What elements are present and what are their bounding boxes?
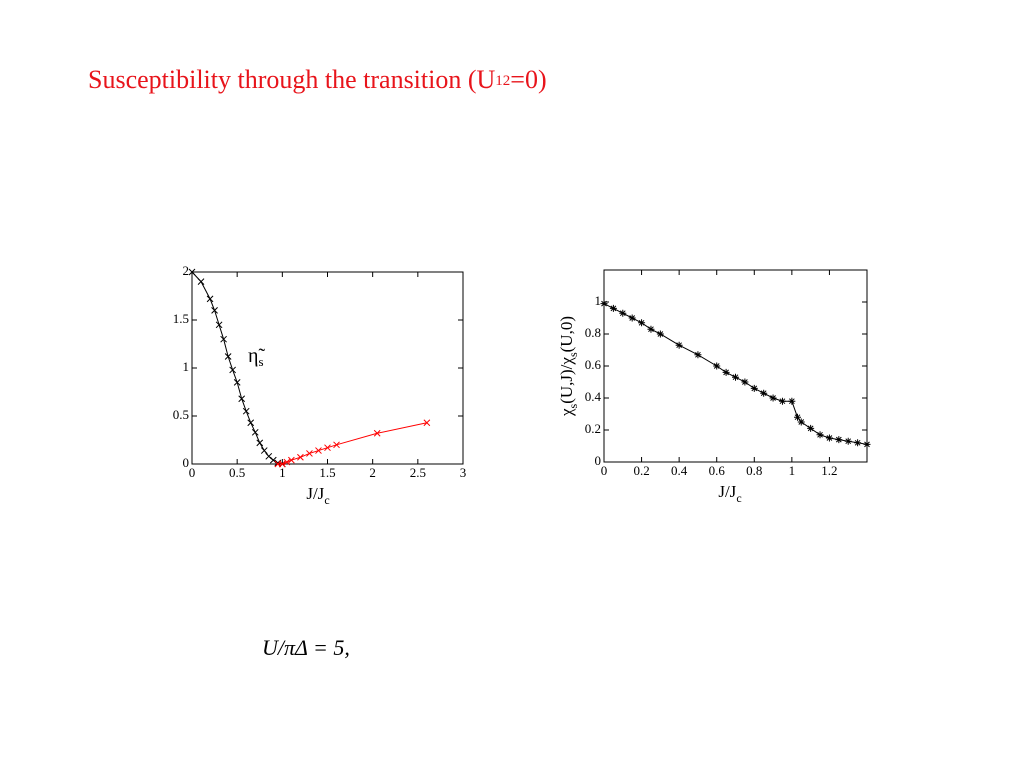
marker — [600, 300, 608, 308]
marker — [251, 428, 259, 436]
title-suffix: =0) — [510, 65, 546, 94]
y-tick-label: 2 — [183, 263, 190, 278]
marker — [694, 351, 702, 359]
marker — [211, 307, 218, 314]
marker — [278, 460, 286, 468]
marker — [807, 424, 815, 432]
slide-title: Susceptibility through the transition (U… — [88, 65, 547, 94]
annotation-subscript: s — [258, 354, 263, 369]
marker — [609, 304, 617, 312]
marker — [224, 353, 232, 360]
marker — [797, 418, 805, 426]
marker — [233, 379, 241, 386]
x-tick-label: 3 — [460, 465, 467, 480]
marker — [333, 441, 340, 449]
marker — [741, 378, 749, 386]
marker — [229, 366, 237, 374]
marker — [297, 453, 304, 461]
marker — [732, 373, 739, 381]
marker — [247, 419, 255, 427]
y-tick-label: 0 — [183, 455, 190, 470]
marker — [197, 278, 205, 285]
x-label-subscript: c — [324, 493, 329, 507]
y-tick-label: 1 — [595, 293, 602, 308]
marker — [306, 450, 313, 457]
marker — [844, 437, 852, 445]
y-label-subscript: s — [566, 352, 580, 357]
marker — [324, 444, 331, 452]
x-label-subscript: c — [736, 491, 741, 505]
marker — [656, 330, 664, 338]
y-tick-label: 1.5 — [173, 311, 189, 326]
title-text: Susceptibility through the transition (U — [88, 65, 496, 94]
y-tick-label: 0.8 — [585, 325, 601, 340]
marker — [220, 335, 227, 343]
x-tick-label: 0.4 — [671, 463, 688, 478]
marker — [283, 458, 291, 466]
y-tick-label: 0.2 — [585, 421, 601, 436]
y-label-text: (U,J)/χ — [557, 357, 576, 404]
x-tick-label: 1.2 — [821, 463, 837, 478]
x-tick-label: 1 — [789, 463, 796, 478]
y-label-subscript: s — [566, 403, 580, 408]
x-tick-label: 2.5 — [410, 465, 426, 480]
marker — [619, 309, 627, 317]
marker — [206, 295, 214, 303]
plot: 0 0.2 0.4 0.6 0.8 1 1.200.20.40.60.81J/Jcχs(U,… — [557, 269, 871, 505]
marker — [863, 440, 871, 448]
marker — [256, 439, 264, 447]
marker — [816, 431, 824, 439]
x-axis-label: J/Jc — [306, 484, 329, 507]
marker — [788, 397, 796, 405]
marker — [215, 321, 223, 329]
marker — [423, 419, 431, 427]
marker — [835, 436, 843, 444]
marker — [242, 407, 250, 415]
y-label-text: χ — [557, 408, 576, 417]
marker — [315, 447, 322, 454]
equation: U/πΔ = 5, — [262, 635, 350, 660]
x-tick-label: 0.2 — [633, 463, 649, 478]
marker — [793, 413, 801, 421]
x-tick-label: 0.8 — [746, 463, 762, 478]
marker — [638, 319, 646, 327]
x-tick-label: 1 — [279, 465, 286, 480]
marker — [825, 434, 833, 442]
x-tick-label: 0.5 — [229, 465, 245, 480]
y-tick-label: 1 — [183, 359, 190, 374]
y-tick-label: 0.6 — [585, 357, 602, 372]
marker — [778, 397, 786, 405]
y-label-text: (U,0) — [557, 316, 576, 352]
marker — [722, 368, 730, 376]
marker — [750, 384, 758, 392]
marker — [188, 268, 196, 276]
plot: 0 0.5 1 1.5 2 2.5 300.511.52J/Jcη̃s — [173, 263, 467, 507]
marker — [260, 447, 268, 454]
y-axis-label: χs(U,J)/χs(U,0) — [557, 316, 580, 417]
marker — [769, 394, 777, 402]
y-tick-label: 0.4 — [585, 389, 602, 404]
x-label-text: J/J — [306, 484, 324, 503]
x-label-text: J/J — [718, 482, 736, 501]
marker — [373, 429, 381, 437]
x-tick-label: 0 — [601, 463, 608, 478]
marker — [647, 325, 655, 333]
y-tick-label: 0 — [595, 453, 602, 468]
marker — [628, 314, 636, 322]
marker — [675, 341, 683, 349]
y-tick-label: 0.5 — [173, 407, 189, 422]
marker — [288, 456, 295, 464]
marker — [760, 389, 768, 397]
title-subscript: 12 — [495, 73, 510, 89]
x-tick-label: 2 — [369, 465, 376, 480]
x-tick-label: 0 — [189, 465, 196, 480]
marker — [238, 395, 246, 403]
x-tick-label: 1.5 — [319, 465, 335, 480]
marker — [713, 362, 721, 370]
x-tick-label: 0.6 — [709, 463, 726, 478]
marker — [854, 439, 862, 447]
x-axis-label: J/Jc — [718, 482, 741, 505]
